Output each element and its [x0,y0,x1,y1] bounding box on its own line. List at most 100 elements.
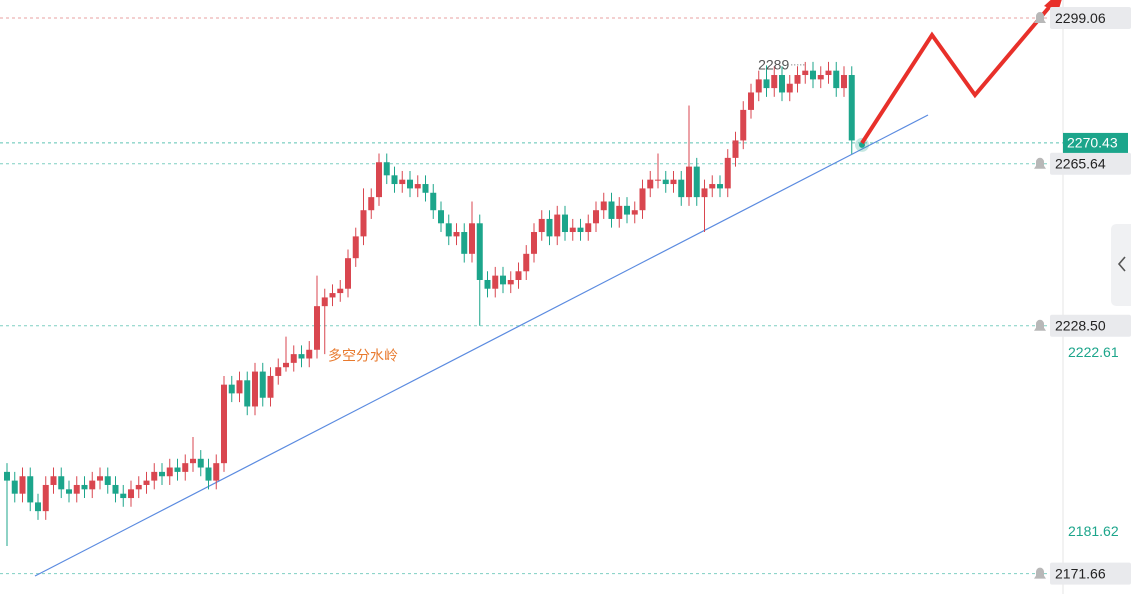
candle-body [50,476,57,485]
candle-body [631,210,638,215]
candle-body [42,484,49,512]
candle-body [717,184,723,189]
candle-body [453,232,460,237]
alert-label: 2265.64 [1055,156,1106,172]
candle-body [585,223,592,233]
candle-body [314,306,320,350]
candle-body [817,75,824,80]
candle-body [290,354,297,363]
candle-body [670,179,677,185]
price-label: 2270.43 [1067,135,1118,151]
candle-body [166,467,173,477]
alert-label: 2228.50 [1055,317,1106,333]
candle-body [228,384,235,394]
alert-label: 2299.06 [1055,10,1106,26]
candle-body [484,279,491,289]
candle-body [306,349,313,359]
candle-body [360,210,367,237]
candle-body [128,489,134,499]
forecast-arrow [860,0,1058,145]
candle-body [97,476,103,481]
candle-body [197,458,204,468]
candle-body [624,205,630,215]
candle-body [554,214,561,237]
candle-body [647,179,654,189]
candle-body [27,476,34,503]
candle-body [283,362,289,368]
alert-box [1050,152,1131,175]
candle-body [709,184,716,189]
candle-body [810,70,816,80]
candle-body [120,493,127,499]
y-tick-label: 2181.62 [1068,523,1119,539]
alert-box [1050,314,1131,337]
candle-body [476,223,483,280]
candle-body [794,75,801,84]
y-tick-label: 2222.61 [1068,344,1119,360]
candle-body [655,179,661,181]
candle-body [445,223,452,237]
bell-icon [1034,12,1046,24]
candle-body [267,375,274,398]
candle-body [321,297,328,307]
candle-body [825,70,832,76]
candle-body [399,179,406,185]
candle-body [275,367,282,376]
candle-body [376,162,382,198]
candle-body [686,166,692,198]
candle-body [593,210,599,224]
candle-body [779,75,785,93]
candle-body [89,480,96,490]
candle-body [19,476,26,494]
candle-body [848,75,855,141]
candle-body [151,471,158,481]
candle-body [841,75,847,89]
candle-body [73,484,80,494]
candle-body [771,75,778,89]
candle-body [500,275,506,285]
candle-body [329,293,336,298]
candle-body [616,205,623,219]
candle-body [422,184,429,193]
candle-body [135,484,142,490]
collapse-tab[interactable] [1111,224,1131,306]
trend-line [34,114,929,577]
candle-body [562,214,568,233]
candle-body [748,92,754,110]
candle-body [724,157,731,189]
price-box [1063,132,1128,153]
candle-body [678,179,685,198]
candle-body [701,188,708,198]
bell-icon [1034,567,1046,579]
candle-body [438,210,444,224]
candle-body [221,384,227,464]
candle-body [352,236,359,259]
candle-body [407,179,413,189]
candle-body [252,371,258,407]
annotation: 多空分水岭 [328,348,398,364]
candle-body [546,218,553,237]
candle-body [143,480,150,485]
candle-body [190,458,196,464]
candle-body [236,380,243,394]
candle-body [345,258,351,289]
candle-body [298,354,305,359]
candle-body [159,471,165,477]
candle-body [538,218,545,233]
bell-icon [1034,157,1046,169]
candle-body [577,227,584,233]
candle-body [259,371,266,398]
candle-body [430,192,437,211]
candle-body [35,502,41,512]
candle-body [391,175,398,185]
candle-body [662,179,669,185]
candle-body [461,232,468,254]
bell-icon [1034,319,1046,331]
candle-body [469,223,475,254]
candle-body [368,197,375,211]
candle-body [802,70,809,76]
candle-body [523,253,530,272]
candle-body [337,288,344,294]
candle-body [492,275,499,289]
